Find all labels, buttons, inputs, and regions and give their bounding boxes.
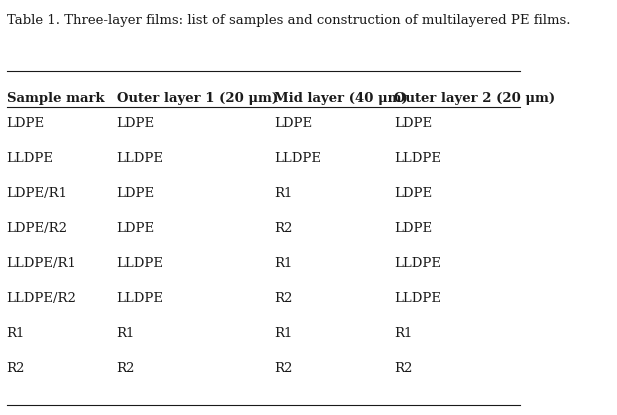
Text: LLDPE: LLDPE	[394, 257, 442, 270]
Text: LLDPE: LLDPE	[274, 152, 321, 165]
Text: LLDPE/R2: LLDPE/R2	[7, 292, 77, 305]
Text: R1: R1	[117, 327, 135, 340]
Text: R2: R2	[274, 292, 292, 305]
Text: Outer layer 2 (20 μm): Outer layer 2 (20 μm)	[394, 92, 555, 105]
Text: R1: R1	[7, 327, 25, 340]
Text: R2: R2	[7, 362, 25, 375]
Text: R2: R2	[274, 222, 292, 235]
Text: LDPE: LDPE	[7, 117, 45, 130]
Text: R2: R2	[394, 362, 413, 375]
Text: Table 1. Three-layer films: list of samples and construction of multilayered PE : Table 1. Three-layer films: list of samp…	[7, 14, 570, 27]
Text: LDPE: LDPE	[117, 187, 155, 200]
Text: R2: R2	[117, 362, 135, 375]
Text: LLDPE: LLDPE	[394, 292, 442, 305]
Text: LDPE/R1: LDPE/R1	[7, 187, 68, 200]
Text: LLDPE: LLDPE	[117, 292, 164, 305]
Text: LDPE: LDPE	[117, 117, 155, 130]
Text: Outer layer 1 (20 μm): Outer layer 1 (20 μm)	[117, 92, 278, 105]
Text: R1: R1	[274, 257, 292, 270]
Text: LDPE: LDPE	[394, 222, 433, 235]
Text: Mid layer (40 μm): Mid layer (40 μm)	[274, 92, 408, 105]
Text: LLDPE/R1: LLDPE/R1	[7, 257, 77, 270]
Text: LLDPE: LLDPE	[117, 257, 164, 270]
Text: Sample mark: Sample mark	[7, 92, 104, 105]
Text: R1: R1	[274, 327, 292, 340]
Text: LDPE/R2: LDPE/R2	[7, 222, 68, 235]
Text: LLDPE: LLDPE	[7, 152, 54, 165]
Text: LDPE: LDPE	[117, 222, 155, 235]
Text: LLDPE: LLDPE	[117, 152, 164, 165]
Text: LLDPE: LLDPE	[394, 152, 442, 165]
Text: LDPE: LDPE	[394, 117, 433, 130]
Text: LDPE: LDPE	[394, 187, 433, 200]
Text: R1: R1	[394, 327, 413, 340]
Text: LDPE: LDPE	[274, 117, 312, 130]
Text: R1: R1	[274, 187, 292, 200]
Text: R2: R2	[274, 362, 292, 375]
